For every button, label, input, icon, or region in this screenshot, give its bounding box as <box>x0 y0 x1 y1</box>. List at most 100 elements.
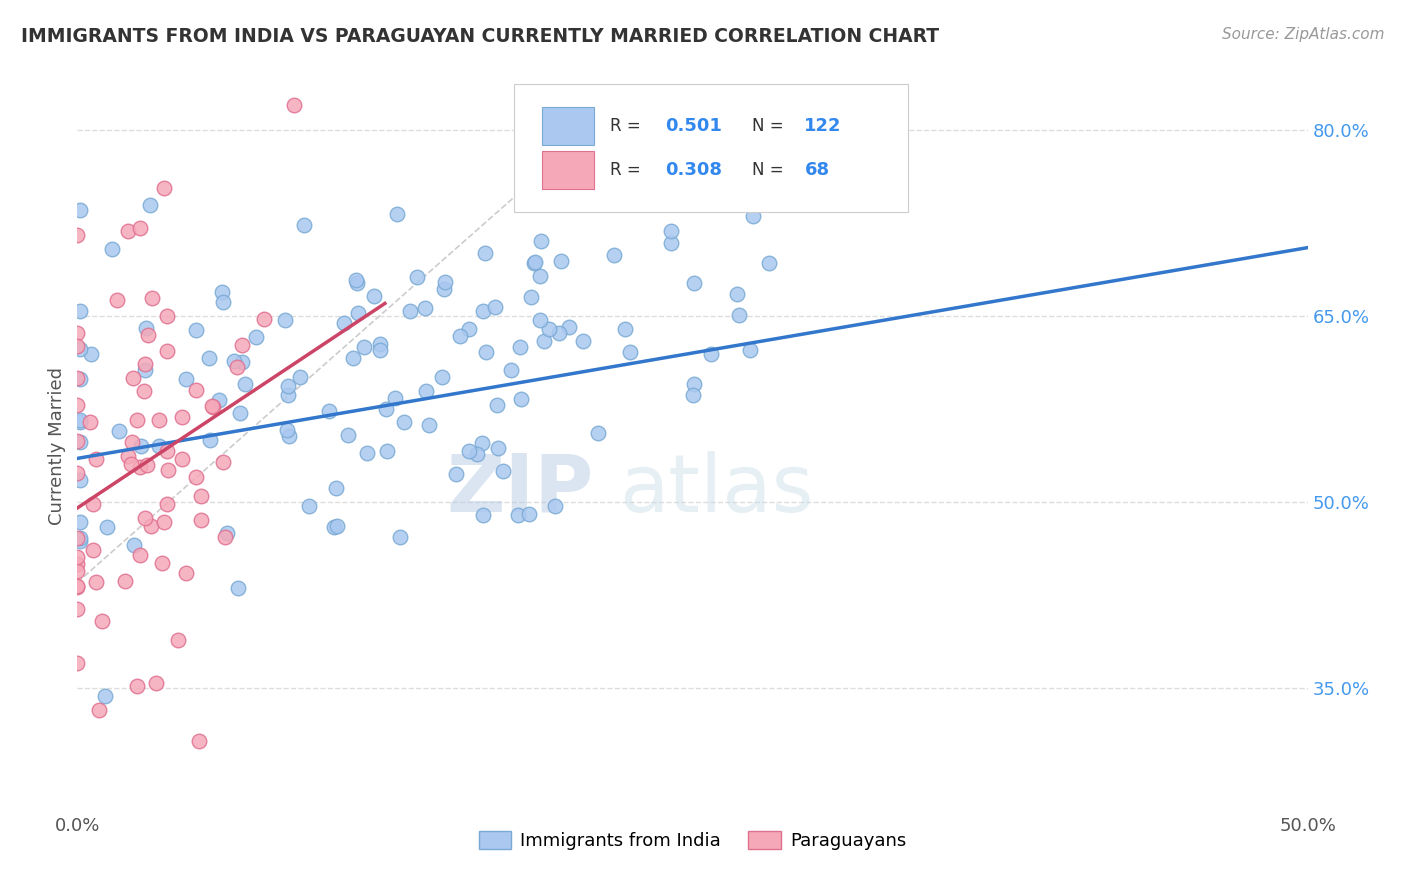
Point <box>217 526 239 541</box>
Point <box>105 293 128 307</box>
Point <box>145 676 167 690</box>
Point <box>231 338 253 352</box>
Point <box>399 304 422 318</box>
Point <box>229 406 252 420</box>
Point <box>66 228 89 243</box>
Point <box>184 470 207 484</box>
Point <box>603 248 626 262</box>
Point <box>333 317 356 331</box>
Point <box>235 376 257 391</box>
Point <box>558 320 581 334</box>
Point <box>347 306 370 320</box>
Point <box>208 393 231 408</box>
Text: R =: R = <box>610 161 645 179</box>
Point <box>129 439 152 453</box>
Point <box>509 341 531 355</box>
Text: 68: 68 <box>804 161 830 179</box>
Point <box>148 439 170 453</box>
Point <box>79 415 101 429</box>
Point <box>89 703 111 717</box>
Point <box>84 452 107 467</box>
Point <box>356 446 378 460</box>
Point <box>288 370 311 384</box>
Point <box>174 372 197 386</box>
Point <box>201 400 224 414</box>
Point <box>69 531 91 545</box>
Point <box>69 516 91 530</box>
Point <box>66 657 89 671</box>
Point <box>148 412 170 426</box>
Point <box>537 322 560 336</box>
Point <box>141 291 163 305</box>
Point <box>114 574 136 589</box>
Point <box>520 290 543 304</box>
Point <box>683 377 706 392</box>
Point <box>614 321 637 335</box>
Point <box>550 253 572 268</box>
Point <box>474 345 496 359</box>
Point <box>136 327 159 342</box>
Point <box>432 369 454 384</box>
Point <box>277 379 299 393</box>
Point <box>700 347 723 361</box>
Point <box>392 415 415 429</box>
Point <box>170 409 193 424</box>
Point <box>433 282 456 296</box>
Point <box>66 434 89 448</box>
Text: atlas: atlas <box>619 450 813 529</box>
Point <box>533 334 555 348</box>
Point <box>405 269 427 284</box>
Point <box>415 384 437 398</box>
Point <box>69 534 91 549</box>
Point <box>212 295 235 310</box>
Point <box>127 413 149 427</box>
Point <box>742 209 765 223</box>
Text: 0.501: 0.501 <box>665 118 723 136</box>
Point <box>346 276 368 290</box>
Text: R =: R = <box>610 118 645 136</box>
Point <box>344 273 367 287</box>
Point <box>529 313 551 327</box>
Text: IMMIGRANTS FROM INDIA VS PARAGUAYAN CURRENTLY MARRIED CORRELATION CHART: IMMIGRANTS FROM INDIA VS PARAGUAYAN CURR… <box>21 27 939 45</box>
Point <box>325 519 347 533</box>
Point <box>374 401 396 416</box>
FancyBboxPatch shape <box>543 152 595 189</box>
Point <box>66 578 89 592</box>
Point <box>82 543 104 558</box>
Point <box>659 224 682 238</box>
Point <box>117 224 139 238</box>
Point <box>659 235 682 250</box>
Point <box>107 425 129 439</box>
Point <box>184 322 207 336</box>
Point <box>571 334 593 348</box>
Point <box>84 575 107 590</box>
Point <box>492 464 515 478</box>
Point <box>277 429 299 443</box>
Point <box>225 359 247 374</box>
Point <box>66 398 89 412</box>
Point <box>231 355 253 369</box>
Point <box>471 436 494 450</box>
Point <box>484 300 506 314</box>
Point <box>486 441 509 455</box>
Point <box>91 614 114 628</box>
Point <box>69 342 91 356</box>
Point <box>586 425 609 440</box>
Point <box>389 530 412 544</box>
Point <box>156 343 179 358</box>
Point <box>69 415 91 429</box>
Point <box>66 338 89 352</box>
Point <box>725 287 748 301</box>
Point <box>190 513 212 527</box>
Point <box>129 221 152 235</box>
Point <box>134 363 156 377</box>
Point <box>363 288 385 302</box>
Point <box>253 312 276 326</box>
Point <box>224 354 246 368</box>
Point <box>66 326 89 341</box>
Point <box>226 582 249 596</box>
Point <box>486 398 509 412</box>
Y-axis label: Currently Married: Currently Married <box>48 367 66 525</box>
Point <box>283 98 305 112</box>
Point <box>135 321 157 335</box>
